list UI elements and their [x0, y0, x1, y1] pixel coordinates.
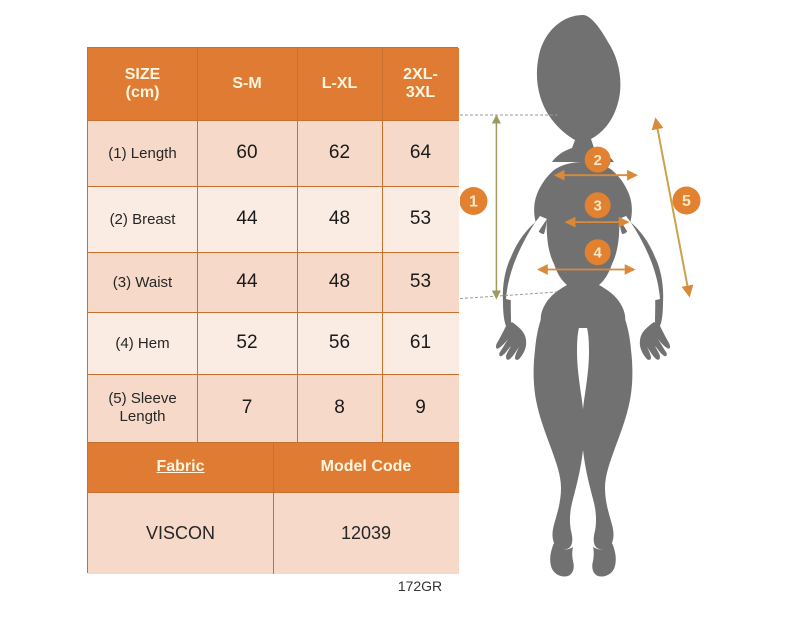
svg-text:1: 1	[469, 194, 478, 211]
svg-text:4: 4	[594, 245, 603, 262]
svg-text:5: 5	[682, 193, 691, 210]
svg-text:3: 3	[594, 198, 602, 215]
svg-text:2: 2	[594, 152, 602, 169]
